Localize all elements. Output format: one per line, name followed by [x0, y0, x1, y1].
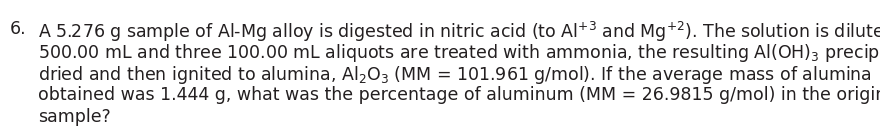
Text: dried and then ignited to alumina, Al$_{2}$O$_{3}$ (MM = 101.961 g/mol). If the : dried and then ignited to alumina, Al$_{…	[38, 64, 872, 86]
Text: sample?: sample?	[38, 108, 111, 126]
Text: 500.00 mL and three 100.00 mL aliquots are treated with ammonia, the resulting A: 500.00 mL and three 100.00 mL aliquots a…	[38, 42, 880, 64]
Text: A 5.276 g sample of Al-Mg alloy is digested in nitric acid (to Al$^{+3}$ and Mg$: A 5.276 g sample of Al-Mg alloy is diges…	[38, 20, 880, 44]
Text: obtained was 1.444 g, what was the percentage of aluminum (MM = 26.9815 g/mol) i: obtained was 1.444 g, what was the perce…	[38, 86, 880, 104]
Text: 6.: 6.	[10, 20, 26, 38]
